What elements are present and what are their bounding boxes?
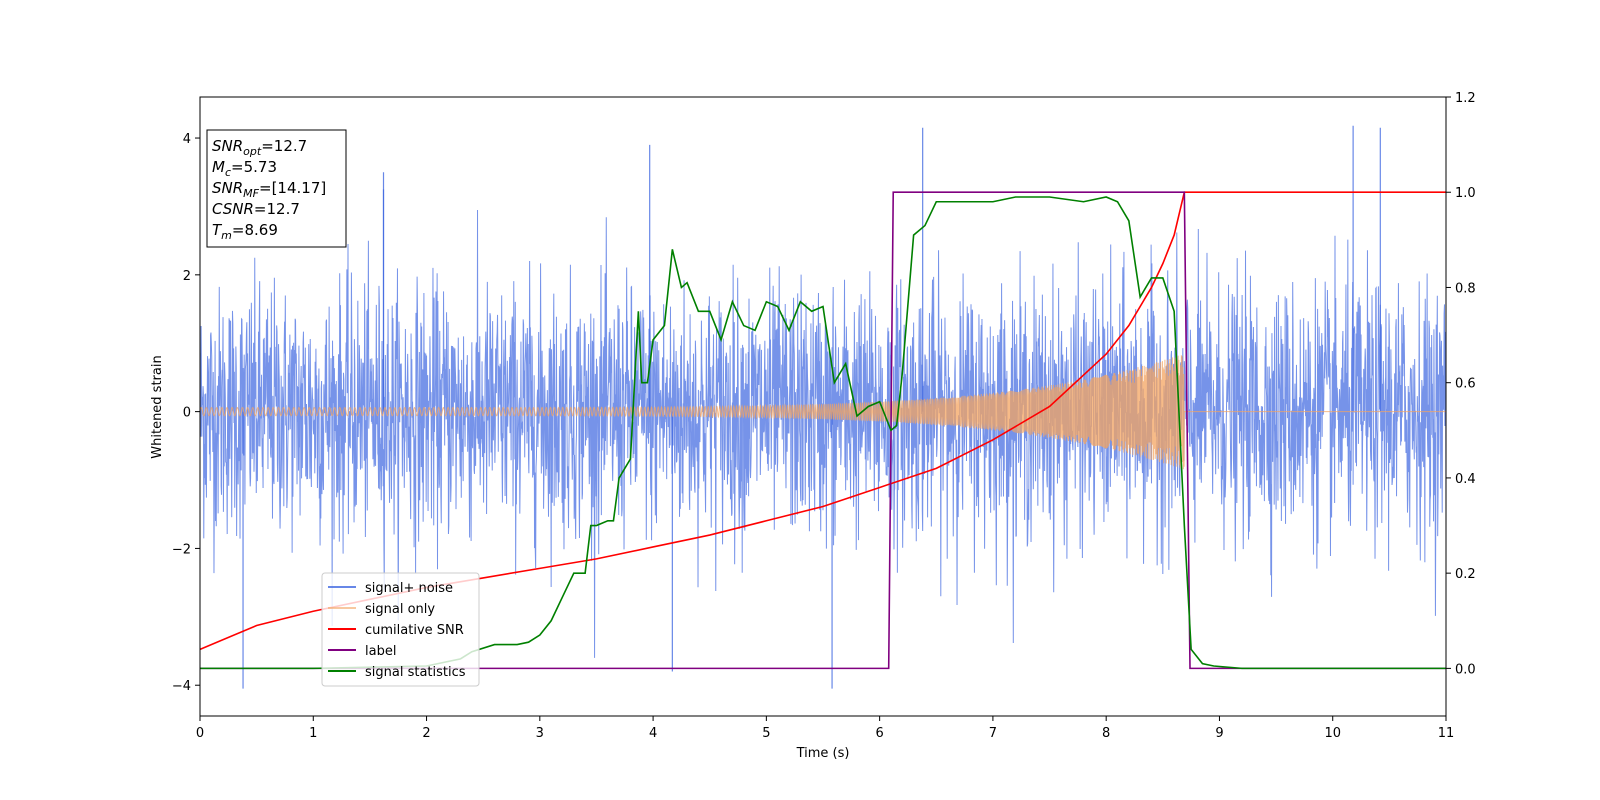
legend-frame bbox=[321, 572, 480, 687]
y-right-tick-label: 0.2 bbox=[1455, 567, 1476, 582]
legend-label-signal-noise: signal+ noise bbox=[365, 581, 453, 596]
x-axis-ticks: 0 1 2 3 4 5 6 7 8 9 10 11 bbox=[196, 716, 1454, 741]
series-layer bbox=[200, 125, 1446, 689]
info-box-line: Tm=8.69 bbox=[212, 221, 278, 242]
series-signal-noise bbox=[200, 210, 1446, 658]
info-box-line: SNRopt=12.7 bbox=[212, 137, 307, 158]
info-box-line: CSNR=12.7 bbox=[212, 200, 300, 218]
info-box: SNRopt=12.7Mc=5.73SNRMF=[14.17]CSNR=12.7… bbox=[206, 129, 347, 248]
y-tick-label: 0 bbox=[183, 406, 191, 421]
y-tick-label: 4 bbox=[183, 132, 191, 147]
legend-label-signal-only: signal only bbox=[365, 602, 435, 617]
info-box-line: Mc=5.73 bbox=[212, 158, 277, 179]
info-box-line: SNRMF=[14.17] bbox=[212, 179, 326, 200]
plot-frame bbox=[199, 96, 1447, 717]
x-tick-label: 8 bbox=[1102, 726, 1110, 741]
y-right-axis-ticks: 0.0 0.2 0.4 0.6 0.8 1.0 1.2 bbox=[1446, 91, 1476, 677]
y-axis-ticks: −4 −2 0 2 4 bbox=[172, 132, 200, 694]
x-tick-label: 1 bbox=[309, 726, 317, 741]
x-tick-label: 0 bbox=[196, 726, 204, 741]
legend-label-label: label bbox=[365, 644, 396, 659]
y-tick-label: −2 bbox=[172, 542, 191, 557]
series-signal-statistics bbox=[200, 196, 1446, 670]
x-tick-label: 9 bbox=[1215, 726, 1223, 741]
y-right-tick-label: 0.0 bbox=[1455, 662, 1476, 677]
series-signal-only bbox=[200, 355, 1446, 470]
x-tick-label: 2 bbox=[422, 726, 430, 741]
y-right-tick-label: 1.2 bbox=[1455, 91, 1476, 106]
y-right-tick-label: 0.4 bbox=[1455, 472, 1476, 487]
y-axis-label: Whitened strain bbox=[150, 355, 165, 458]
y-right-tick-label: 1.0 bbox=[1455, 186, 1476, 201]
legend-label-signal-statistics: signal statistics bbox=[365, 665, 466, 680]
x-tick-label: 4 bbox=[649, 726, 657, 741]
legend: signal+ noise signal only cumilative SNR la… bbox=[321, 572, 480, 687]
y-tick-label: −4 bbox=[172, 679, 191, 694]
legend-label-cumilative-snr: cumilative SNR bbox=[365, 623, 464, 638]
y-right-tick-label: 0.8 bbox=[1455, 281, 1476, 296]
x-axis-label: Time (s) bbox=[796, 746, 850, 761]
x-tick-label: 7 bbox=[989, 726, 997, 741]
y-tick-label: 2 bbox=[183, 269, 191, 284]
x-tick-label: 6 bbox=[875, 726, 883, 741]
x-tick-label: 5 bbox=[762, 726, 770, 741]
x-tick-label: 3 bbox=[536, 726, 544, 741]
x-tick-label: 10 bbox=[1324, 726, 1341, 741]
x-tick-label: 11 bbox=[1438, 726, 1455, 741]
info-box-frame bbox=[206, 129, 347, 248]
y-right-tick-label: 0.6 bbox=[1455, 377, 1476, 392]
